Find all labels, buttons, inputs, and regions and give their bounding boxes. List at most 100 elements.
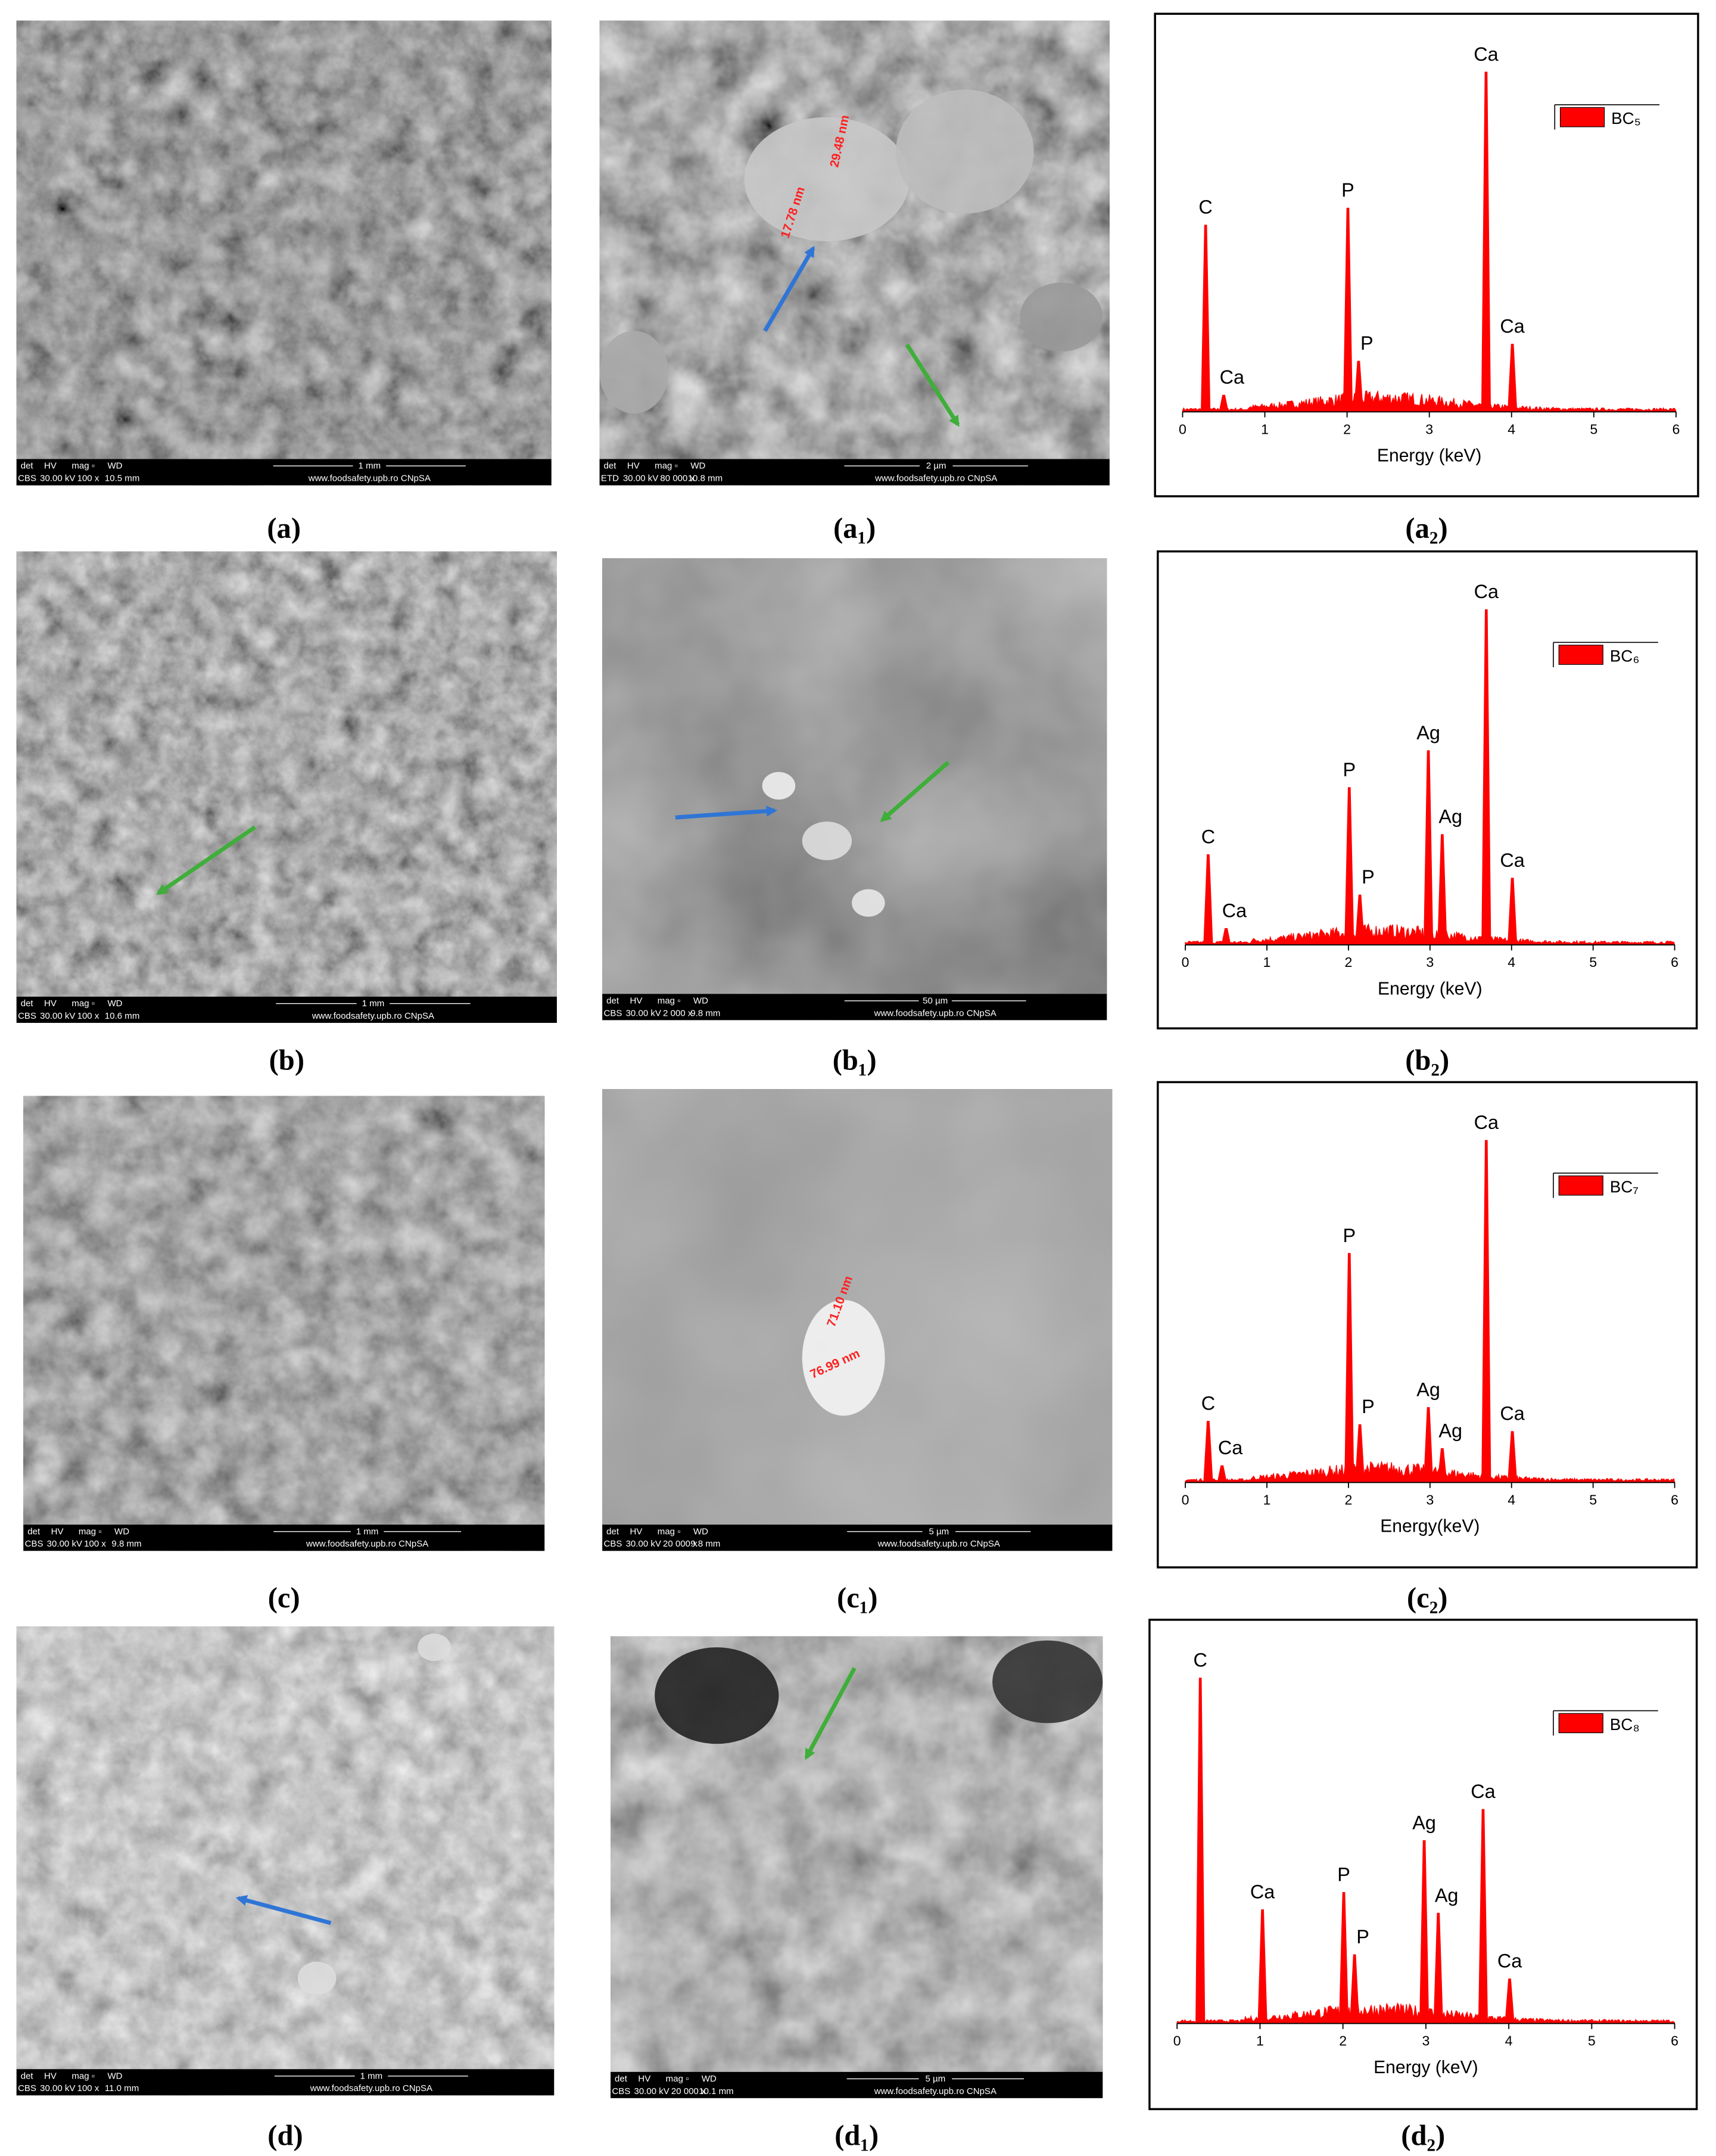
info-bar-bg <box>599 459 1110 486</box>
x-tick-label: 2 <box>1339 2033 1347 2049</box>
x-tick-label: 5 <box>1588 2033 1596 2049</box>
info-header: WD <box>114 1526 129 1536</box>
peak-label: Ag <box>1438 1420 1462 1441</box>
x-tick-label: 5 <box>1590 421 1597 437</box>
info-header: HV <box>627 461 640 471</box>
peak-label: Ag <box>1435 1884 1459 1906</box>
info-value: CBS <box>18 2083 36 2093</box>
particle <box>896 89 1034 214</box>
x-tick-label: 6 <box>1671 954 1678 970</box>
info-value: 100 x <box>77 2083 99 2093</box>
legend-label: BC₇ <box>1610 1178 1639 1196</box>
peak-label: Ca <box>1222 900 1247 921</box>
info-header: mag ▫ <box>655 461 678 471</box>
info-header: HV <box>638 2074 650 2084</box>
particle <box>297 1961 337 1995</box>
info-bar: det HV mag ▫ WD CBS 30.00 kV 100 x 9.8 mm 1 mm ww… <box>23 1525 545 1551</box>
x-tick-label: 6 <box>1672 421 1680 437</box>
peak <box>1201 225 1211 412</box>
peak-label: Ag <box>1416 722 1440 743</box>
info-value: 2 000 x <box>663 1008 693 1018</box>
peak <box>1221 928 1231 945</box>
info-header: WD <box>107 461 122 471</box>
sem-image <box>16 1626 555 2096</box>
info-header: mag ▫ <box>666 2074 689 2084</box>
x-tick-label: 6 <box>1671 1492 1678 1507</box>
arrow <box>905 343 960 427</box>
peak-label: P <box>1356 1926 1369 1947</box>
arrow <box>675 805 778 820</box>
particle <box>418 1634 451 1662</box>
sem-image <box>599 20 1110 486</box>
credit: www.foodsafety.upb.ro CNpSA <box>306 1539 428 1549</box>
info-header: WD <box>690 461 705 471</box>
peak <box>1354 1424 1365 1483</box>
legend-swatch <box>1558 1713 1603 1734</box>
info-header: HV <box>630 1526 643 1536</box>
caption: (c) <box>268 1582 300 1614</box>
info-header: HV <box>44 2071 57 2081</box>
caption: (d₂) <box>1401 2119 1445 2151</box>
info-header: WD <box>702 2074 717 2084</box>
x-axis-label: Energy (keV) <box>1377 446 1482 466</box>
legend-label: BC₆ <box>1610 647 1640 665</box>
x-tick-label: 0 <box>1173 2033 1181 2049</box>
scale-label-bg <box>353 460 387 472</box>
x-tick-label: 0 <box>1182 954 1189 970</box>
peak-label: P <box>1337 1863 1350 1885</box>
caption: (b₁) <box>833 1044 877 1077</box>
info-bar: det HV mag ▫ WD CBS 30.00 kV 20 000 x10.1 mm 5 … <box>611 2071 1103 2098</box>
info-value: CBS <box>612 2086 630 2096</box>
peak-label: Ca <box>1250 1881 1275 1902</box>
info-value: ETD <box>601 474 619 484</box>
sem-image <box>602 558 1107 1021</box>
info-value: 30.00 kV <box>47 1539 82 1549</box>
peak-label: C <box>1201 826 1215 847</box>
caption: (b₂) <box>1405 1044 1449 1077</box>
x-tick-label: 2 <box>1343 421 1351 437</box>
info-header: WD <box>693 996 708 1006</box>
info-value: 80 000 x <box>660 474 695 484</box>
legend-label: BC₈ <box>1610 1715 1640 1734</box>
info-header: mag ▫ <box>71 998 95 1009</box>
x-tick-label: 4 <box>1508 1492 1515 1507</box>
x-tick-label: 3 <box>1422 2033 1430 2049</box>
scale-label: 1 mm <box>360 2071 383 2081</box>
scale-label: 1 mm <box>359 461 381 471</box>
particle <box>802 1300 885 1416</box>
peak <box>1437 834 1447 945</box>
info-value: 30.00 kV <box>626 1539 661 1549</box>
peak-label: Ca <box>1500 316 1524 337</box>
info-header: mag ▫ <box>79 1526 102 1536</box>
scale-label: 5 µm <box>926 2074 946 2084</box>
info-bar-bg <box>611 2071 1103 2098</box>
info-bar-bg <box>16 2069 555 2096</box>
caption: (a) <box>267 512 301 544</box>
peak <box>1203 1420 1213 1483</box>
peak-label: P <box>1343 1225 1356 1246</box>
arrow <box>156 825 257 895</box>
peak <box>1195 1678 1206 2024</box>
info-bar: det HV mag ▫ WD CBS 30.00 kV 100 x 10.5 mm 1 mm w… <box>16 459 552 486</box>
info-header: mag ▫ <box>658 996 681 1006</box>
peak <box>1508 1431 1518 1483</box>
info-header: det <box>606 1526 619 1536</box>
particle <box>599 331 669 414</box>
credit: www.foodsafety.upb.ro CNpSA <box>874 1008 996 1018</box>
particle <box>1020 282 1103 352</box>
info-value: CBS <box>18 1011 36 1021</box>
info-value: 20 000 x <box>663 1539 697 1549</box>
scale-label: 1 mm <box>362 998 385 1009</box>
caption: (b) <box>269 1044 304 1077</box>
peak <box>1478 1809 1488 2024</box>
peak <box>1350 1954 1360 2024</box>
arrow <box>235 1894 332 1925</box>
scale-label-bg <box>919 460 953 472</box>
scale-label-bg <box>354 2070 388 2082</box>
peak-label: Ag <box>1416 1379 1440 1400</box>
info-value: 10.6 mm <box>105 1011 139 1021</box>
x-tick-label: 1 <box>1261 421 1269 437</box>
info-header: det <box>27 1526 41 1536</box>
scale-label: 50 µm <box>923 996 948 1006</box>
peak-label: Ca <box>1500 1403 1524 1424</box>
